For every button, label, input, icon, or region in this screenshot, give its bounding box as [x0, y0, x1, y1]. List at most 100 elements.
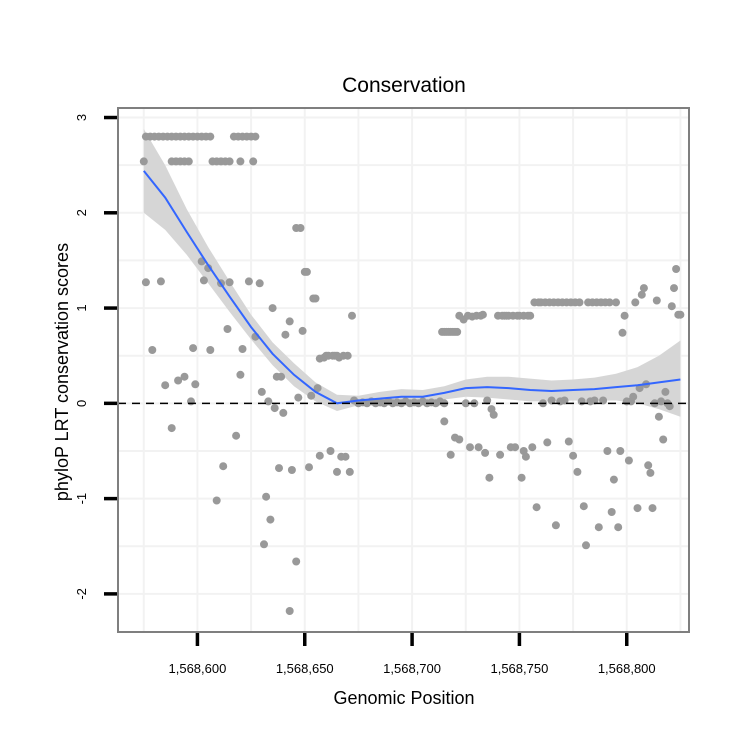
- data-point: [212, 496, 221, 505]
- data-point: [189, 344, 198, 353]
- data-point: [249, 157, 258, 166]
- data-point: [648, 504, 657, 513]
- data-point: [266, 515, 275, 524]
- smooth-curve-layer: [143, 170, 681, 405]
- smooth-curve: [143, 170, 681, 405]
- data-point: [560, 396, 569, 405]
- data-point: [191, 380, 200, 389]
- data-point: [348, 311, 356, 320]
- data-point: [313, 384, 322, 393]
- data-point: [547, 396, 556, 405]
- data-point: [609, 475, 618, 484]
- data-point: [156, 277, 165, 286]
- data-point: [268, 304, 277, 313]
- data-point: [590, 396, 599, 405]
- data-point: [631, 298, 640, 307]
- data-point: [616, 447, 625, 455]
- data-point: [543, 438, 552, 447]
- data-point: [148, 346, 157, 354]
- data-point: [466, 443, 474, 452]
- x-tick-label: 1,568,700: [383, 661, 441, 676]
- data-point: [575, 298, 584, 307]
- data-point: [603, 447, 612, 455]
- data-point: [244, 277, 253, 286]
- data-point: [341, 452, 350, 461]
- data-point: [577, 397, 586, 406]
- data-point: [646, 468, 655, 477]
- y-tick-label: -1: [74, 493, 89, 505]
- data-point: [236, 157, 245, 166]
- y-tick-label: 0: [74, 400, 89, 407]
- x-tick-label: 1,568,750: [490, 661, 548, 676]
- data-point: [481, 448, 490, 457]
- data-point: [496, 450, 505, 459]
- data-point: [573, 467, 582, 476]
- data-point: [333, 467, 341, 476]
- data-point: [579, 502, 588, 511]
- x-tick-label: 1,568,600: [169, 661, 227, 676]
- data-point: [262, 492, 271, 501]
- data-point: [260, 540, 268, 549]
- data-point: [676, 310, 685, 319]
- data-point: [219, 462, 228, 471]
- data-point: [569, 451, 578, 460]
- chart-title: Conservation: [342, 74, 466, 97]
- data-point: [294, 393, 303, 402]
- axis-ticks: 1,568,600 1,568,650 1,568,700 1,568,750 1,56…: [74, 114, 656, 676]
- data-point: [474, 443, 483, 452]
- data-point: [667, 302, 676, 311]
- data-point: [446, 450, 455, 459]
- data-point: [453, 327, 462, 336]
- data-point: [612, 298, 620, 307]
- x-tick-label: 1,568,800: [598, 661, 656, 676]
- data-point: [315, 451, 324, 460]
- data-point: [167, 424, 176, 433]
- data-point: [582, 541, 590, 550]
- data-point: [292, 557, 301, 566]
- data-point: [483, 396, 492, 405]
- data-point: [526, 311, 535, 320]
- data-point: [629, 392, 638, 401]
- panel-border-layer: [117, 107, 690, 633]
- data-point: [187, 397, 195, 406]
- data-point: [236, 370, 245, 379]
- data-point: [489, 410, 498, 419]
- data-point: [670, 284, 678, 293]
- data-point: [345, 467, 354, 476]
- data-point: [281, 330, 290, 339]
- data-point: [455, 435, 464, 444]
- data-point: [223, 325, 232, 333]
- data-point: [311, 294, 320, 303]
- data-point: [528, 443, 537, 452]
- y-tick-label: 3: [74, 114, 89, 121]
- data-point: [225, 278, 234, 287]
- data-point: [665, 402, 674, 411]
- data-point: [618, 328, 627, 337]
- data-point: [139, 157, 148, 166]
- data-point: [485, 473, 494, 482]
- data-point: [672, 265, 681, 273]
- data-point: [654, 412, 663, 421]
- data-point: [661, 387, 670, 396]
- data-point: [551, 521, 560, 530]
- data-point: [285, 317, 294, 326]
- data-point: [141, 278, 150, 287]
- data-point: [257, 387, 266, 396]
- y-tick-label: 1: [74, 304, 89, 311]
- data-point: [532, 503, 541, 512]
- data-point: [270, 404, 279, 413]
- confidence-ribbon-layer: [143, 129, 681, 417]
- data-point: [624, 456, 633, 465]
- data-point: [657, 397, 666, 406]
- data-point: [620, 311, 629, 320]
- data-point: [605, 298, 614, 307]
- data-point: [279, 408, 288, 417]
- data-point: [174, 376, 183, 385]
- data-point: [161, 381, 170, 390]
- data-point: [296, 224, 305, 232]
- data-point: [644, 461, 653, 470]
- data-point: [517, 473, 526, 482]
- data-point: [607, 508, 616, 516]
- x-axis-title: Genomic Position: [333, 688, 474, 708]
- data-point: [180, 372, 189, 381]
